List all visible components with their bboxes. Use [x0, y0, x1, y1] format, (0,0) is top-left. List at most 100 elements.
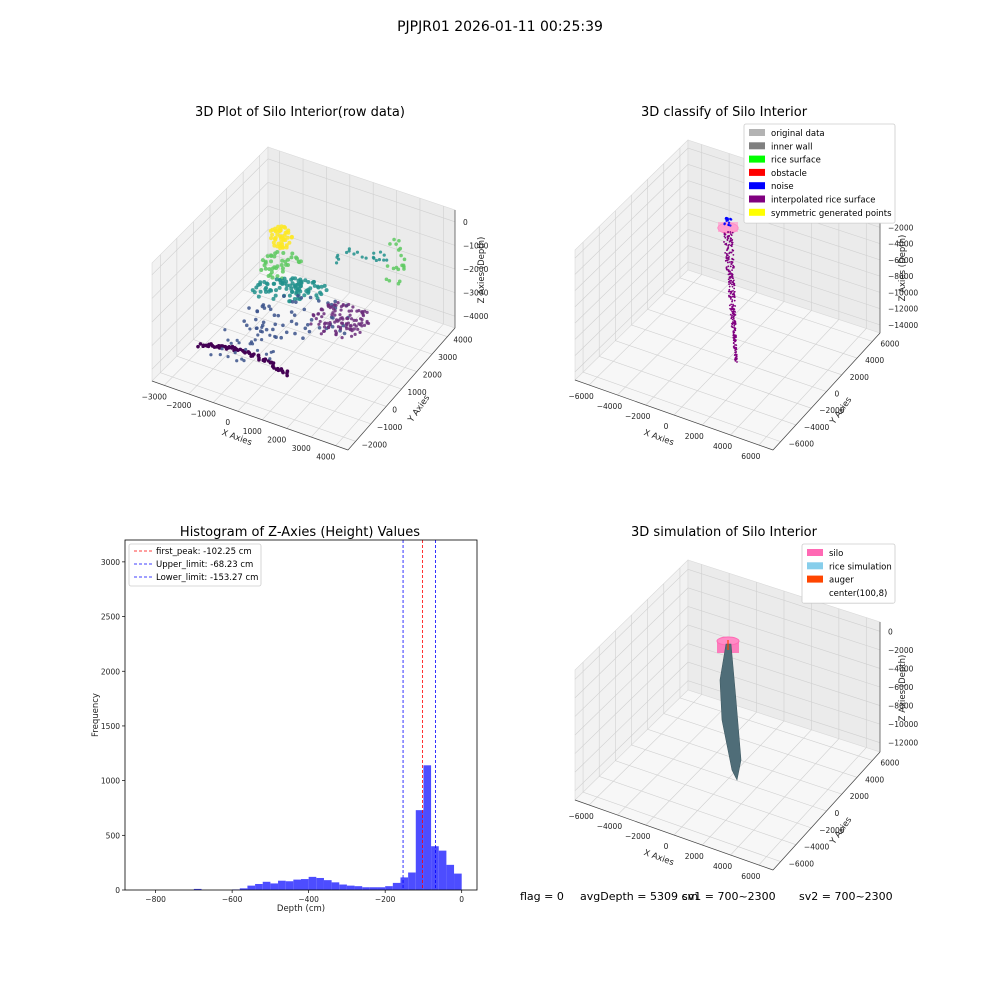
panel1-data-point: [282, 233, 287, 238]
panel3-histogram-bar: [331, 882, 340, 890]
panel1-data-point: [295, 296, 300, 301]
panel1-data-point: [263, 357, 267, 362]
panel1-data-point: [391, 266, 396, 271]
panel1-data-point: [269, 236, 274, 241]
panel1-data-point: [344, 304, 348, 308]
panel1-data-point: [330, 313, 334, 317]
panel1-xtick-label: 0: [225, 418, 230, 427]
panel2-rice-point: [730, 274, 733, 277]
panel3-histogram-bar: [308, 876, 317, 890]
panel2-rice-point: [728, 288, 731, 291]
panel1-gridline-z: [151, 252, 456, 370]
panel2-rice-point: [727, 273, 730, 276]
panel2-legend: original data inner wall rice surface obsta…: [743, 123, 896, 224]
panel1-xtick-label: −1000: [191, 410, 217, 419]
panel1-gridline-y: [259, 155, 448, 337]
panel1-data-point: [273, 226, 278, 231]
panel2-ytick-label: −4000: [804, 423, 830, 432]
panel2-rice-point: [731, 285, 734, 288]
panel1-data-point: [344, 250, 349, 255]
panel1-data-point: [270, 275, 275, 280]
panel3-xtick-label: −400: [298, 895, 319, 904]
panel1-data-point: [255, 326, 259, 330]
panel1-data-point: [312, 283, 317, 288]
panel1-data-point: [323, 321, 327, 325]
panel4-legend-label: silo: [829, 549, 843, 559]
panel2-rice-point: [730, 316, 733, 319]
panel1-data-point: [294, 300, 298, 304]
panel1-data-point: [257, 358, 261, 362]
panel3-histogram-bar: [408, 872, 416, 890]
panel2-rice-point: [736, 361, 738, 363]
panel3-histogram-bar: [369, 887, 378, 890]
panel1-gridline-x: [213, 166, 327, 403]
panel2-rice-point: [730, 283, 733, 286]
panel2-ytick-label: −2000: [819, 406, 845, 415]
panel2-rice-point: [734, 323, 737, 325]
panel1-data-point: [220, 347, 224, 351]
panel1-data-point: [314, 293, 319, 298]
panel2-rice-point: [731, 323, 734, 325]
panel1-data-point: [244, 323, 249, 328]
panel1-data-point: [264, 327, 269, 332]
panel1-data-point: [335, 319, 340, 323]
panel1-data-point: [401, 263, 406, 268]
panel2-rice-point: [731, 243, 734, 246]
panel1-data-point: [265, 254, 270, 259]
panel1-xtick-label: 2000: [267, 435, 286, 444]
panel1-data-point: [198, 342, 203, 346]
panel2-noise-point: [723, 222, 726, 226]
panel1-data-point: [292, 313, 297, 317]
panel1-data-point: [339, 308, 343, 312]
panel1-data-point: [268, 228, 273, 233]
panel1-data-point: [276, 368, 281, 373]
panel1-data-point: [281, 323, 285, 328]
panel1-data-point: [279, 335, 283, 340]
panel1-data-point: [328, 320, 332, 325]
panel2-ztick-label: −4000: [888, 240, 914, 249]
panel2-noise-point: [725, 216, 728, 220]
panel4-legend-swatch: [807, 549, 823, 556]
panel2-rice-point: [735, 355, 738, 358]
panel2-rice-point: [729, 265, 732, 268]
panel4-gridline-y: [582, 662, 781, 862]
panel1-data-point: [322, 325, 327, 329]
panel3-xtick-label: −600: [222, 895, 243, 904]
footer-sv2: sv2 = 700~2300: [799, 890, 893, 903]
panel1-data-point: [269, 259, 274, 264]
panel1-data-point: [308, 295, 313, 300]
panel1-data-point: [254, 285, 259, 290]
panel2-rice-point: [724, 236, 727, 239]
panel2-rice-point: [728, 290, 731, 293]
panel2-rice-point: [728, 258, 730, 260]
panel1-data-point: [260, 330, 264, 334]
panel1-data-point: [285, 263, 290, 268]
panel1-data-point: [273, 322, 278, 327]
panel1-data-point: [280, 269, 285, 274]
panel1-data-point: [274, 288, 279, 293]
panel1-data-point: [385, 258, 389, 262]
panel1-ztick-label: −4000: [463, 312, 489, 321]
panel3-ytick-label: 2500: [101, 613, 120, 622]
panel1-ztick-label: −2000: [463, 265, 489, 274]
panel1-data-point: [279, 236, 284, 241]
panel4-ztick-label: −2000: [888, 646, 914, 655]
panel1-data-point: [273, 334, 277, 339]
panel4-legend-label: rice simulation: [829, 562, 892, 572]
panel2-gridline-y: [582, 242, 781, 442]
panel2-rice-point: [729, 231, 732, 233]
panel2-xtick-label: −4000: [597, 402, 623, 411]
panel2-legend-swatch: [749, 182, 765, 190]
panel1-data-point: [256, 294, 261, 299]
panel1-data-point: [303, 278, 308, 283]
panel2-ytick-label: 4000: [865, 356, 884, 365]
panel1-data-point: [382, 253, 386, 257]
panel1-data-point: [206, 344, 211, 349]
panel1-data-point: [261, 320, 266, 325]
panel2-rice-point: [726, 259, 729, 262]
panel2-gridline-x: [730, 189, 840, 436]
panel1-data-point: [394, 242, 398, 246]
panel1-data-point: [267, 267, 272, 272]
panel1-data-point: [316, 312, 321, 316]
panel1-data-point: [281, 370, 285, 375]
